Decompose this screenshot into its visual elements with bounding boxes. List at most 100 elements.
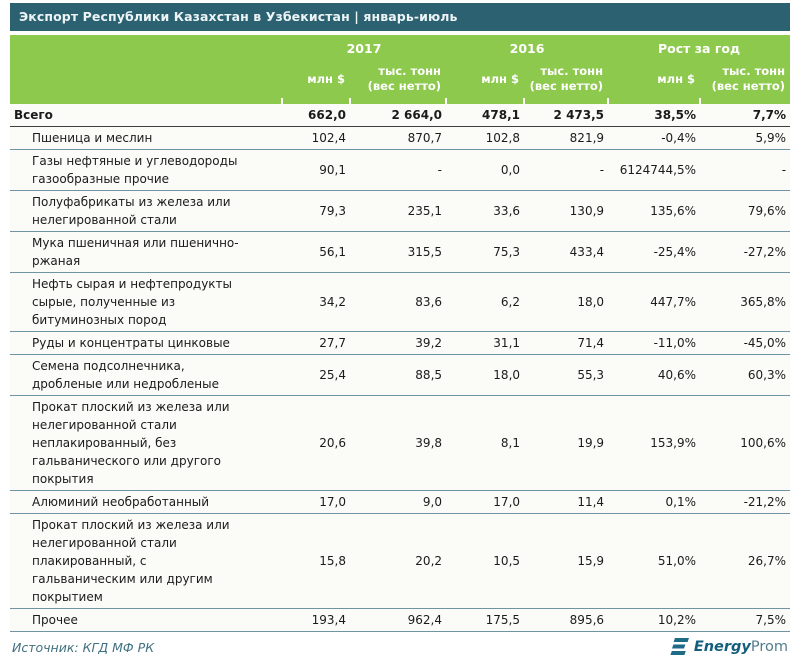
- value-cell: 90,1: [319, 163, 346, 177]
- value-cell: 2 473,5: [553, 108, 605, 122]
- value-cell: 20,6: [319, 436, 346, 450]
- value-cell: -25,4%: [653, 245, 697, 259]
- header-unit-tons-2016: тыс. тонн (вес нетто): [523, 58, 609, 104]
- report-title: Экспорт Республики Казахстан в Узбекиста…: [19, 9, 458, 24]
- value-cell: 71,4: [577, 336, 605, 350]
- value-cell: 39,2: [415, 336, 443, 350]
- value-cell: 75,3: [493, 245, 521, 259]
- product-name: Прокат плоский из железа или нелегирован…: [32, 400, 230, 486]
- value-cell: 17,0: [319, 495, 346, 509]
- product-name: Полуфабрикаты из железа или нелегированн…: [32, 195, 231, 227]
- header-unit-mln-2017: млн $: [281, 58, 350, 104]
- value-cell: 870,7: [407, 131, 443, 145]
- value-cell: 26,7%: [747, 554, 787, 568]
- value-cell: -27,2%: [743, 245, 787, 259]
- value-cell: 15,9: [577, 554, 605, 568]
- table-row: Полуфабрикаты из железа или нелегированн…: [10, 191, 791, 232]
- value-cell: 175,5: [485, 613, 521, 627]
- value-cell: 5,9%: [755, 131, 787, 145]
- value-cell: 34,2: [319, 295, 346, 309]
- value-cell: -: [599, 163, 605, 177]
- product-name: Прочее: [32, 613, 78, 627]
- table-row: Алюминий необработанный 17,0 9,0 17,0 11…: [10, 491, 791, 514]
- value-cell: 10,5: [493, 554, 521, 568]
- table-row: Семена подсолнечника, дробленые или недр…: [10, 355, 791, 396]
- value-cell: 55,3: [577, 368, 605, 382]
- value-cell: 11,4: [577, 495, 605, 509]
- value-cell: 9,0: [422, 495, 443, 509]
- table-row: Пшеница и меслин 102,4 870,7 102,8 821,9…: [10, 127, 791, 150]
- value-cell: 433,4: [569, 245, 605, 259]
- energyprom-logo-icon: [669, 638, 690, 656]
- value-cell: -: [781, 163, 787, 177]
- value-cell: 33,6: [493, 204, 521, 218]
- value-cell: -11,0%: [653, 336, 697, 350]
- value-cell: 17,0: [493, 495, 521, 509]
- value-cell: 0,1%: [665, 495, 697, 509]
- value-cell: 10,2%: [657, 613, 697, 627]
- header-empty-cell: [10, 58, 282, 104]
- value-cell: 0,0: [500, 163, 521, 177]
- header-unit-tons-growth: тыс. тонн (вес нетто): [699, 58, 791, 104]
- product-name: Прокат плоский из железа или нелегирован…: [32, 518, 230, 604]
- value-cell: 83,6: [415, 295, 443, 309]
- product-name: Алюминий необработанный: [32, 495, 210, 509]
- header-empty-cell: [10, 35, 282, 58]
- value-cell: 962,4: [407, 613, 443, 627]
- value-cell: 153,9%: [650, 436, 697, 450]
- value-cell: 235,1: [407, 204, 443, 218]
- product-name: Газы нефтяные и углеводороды газообразны…: [32, 154, 238, 186]
- value-cell: 20,2: [415, 554, 443, 568]
- value-cell: 51,0%: [657, 554, 697, 568]
- value-cell: 79,6%: [747, 204, 787, 218]
- value-cell: 27,7: [319, 336, 346, 350]
- table-header: 2017 2016 Рост за год млн $ тыс. тонн (ве…: [10, 35, 791, 104]
- value-cell: 40,6%: [657, 368, 697, 382]
- value-cell: 193,4: [311, 613, 346, 627]
- report-footer: Источник: КГД МФ РК EnergyProm: [10, 632, 790, 657]
- product-name: Мука пшеничная или пшенично-ржаная: [32, 236, 239, 268]
- value-cell: -45,0%: [743, 336, 787, 350]
- value-cell: 2 664,0: [391, 108, 443, 122]
- product-name: Семена подсолнечника, дробленые или недр…: [32, 359, 219, 391]
- value-cell: 6,2: [500, 295, 521, 309]
- value-cell: 130,9: [569, 204, 605, 218]
- product-name: Пшеница и меслин: [32, 131, 153, 145]
- value-cell: -21,2%: [743, 495, 787, 509]
- value-cell: 79,3: [319, 204, 346, 218]
- value-cell: 15,8: [319, 554, 346, 568]
- value-cell: 895,6: [569, 613, 605, 627]
- header-unit-row: млн $ тыс. тонн (вес нетто) млн $ тыс. то…: [10, 58, 791, 104]
- value-cell: 447,7%: [650, 295, 697, 309]
- source-note: Источник: КГД МФ РК: [12, 639, 155, 655]
- table-row: Газы нефтяные и углеводороды газообразны…: [10, 150, 791, 191]
- value-cell: 135,6%: [650, 204, 697, 218]
- value-cell: 88,5: [415, 368, 443, 382]
- value-cell: 39,8: [415, 436, 443, 450]
- value-cell: 56,1: [319, 245, 346, 259]
- header-year-row: 2017 2016 Рост за год: [10, 35, 791, 58]
- value-cell: 821,9: [569, 131, 605, 145]
- export-table: 2017 2016 Рост за год млн $ тыс. тонн (ве…: [10, 35, 791, 632]
- table-row: Прочее 193,4 962,4 175,5 895,6 10,2% 7,5…: [10, 609, 791, 632]
- product-name: Нефть сырая и нефтепродукты сырые, получ…: [32, 277, 233, 327]
- value-cell: 102,4: [311, 131, 346, 145]
- product-name: Руды и концентраты цинковые: [32, 336, 230, 350]
- header-group-2016: 2016: [446, 35, 609, 58]
- value-cell: 662,0: [308, 108, 346, 122]
- table-body: Всего 662,0 2 664,0 478,1 2 473,5 38,5% …: [10, 104, 791, 632]
- value-cell: 7,5%: [755, 613, 787, 627]
- value-cell: 38,5%: [654, 108, 697, 122]
- header-group-2017: 2017: [282, 35, 447, 58]
- table-row-total: Всего 662,0 2 664,0 478,1 2 473,5 38,5% …: [10, 104, 791, 127]
- value-cell: 7,7%: [752, 108, 787, 122]
- value-cell: 18,0: [493, 368, 521, 382]
- header-unit-mln-2016: млн $: [445, 58, 525, 104]
- product-name: Всего: [14, 108, 53, 122]
- header-group-growth: Рост за год: [608, 35, 791, 58]
- value-cell: -: [437, 163, 443, 177]
- value-cell: 19,9: [577, 436, 605, 450]
- value-cell: 102,8: [485, 131, 521, 145]
- value-cell: 100,6%: [740, 436, 787, 450]
